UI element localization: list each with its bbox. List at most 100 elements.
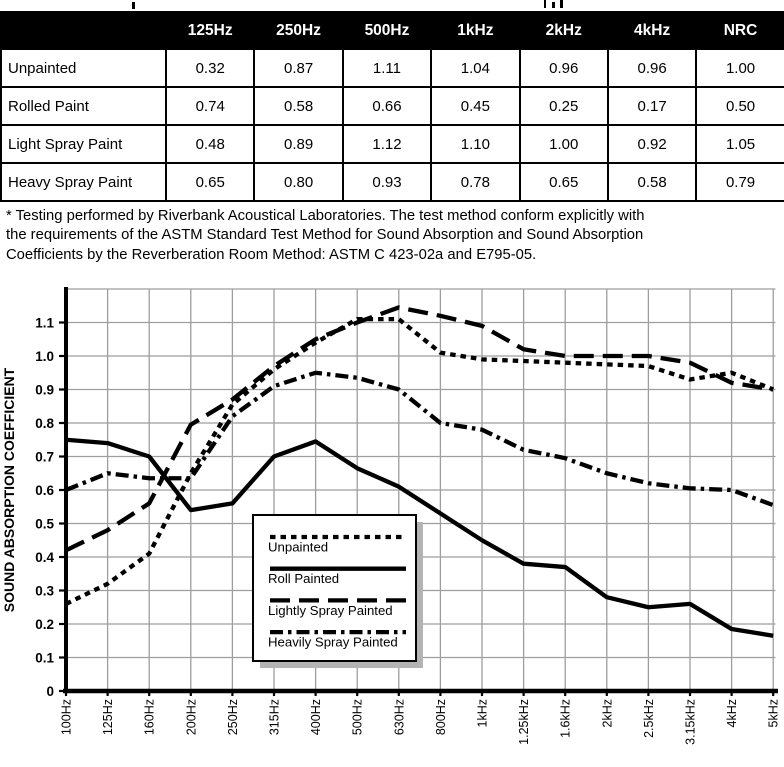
x-tick-label: 5kHz bbox=[767, 699, 781, 727]
footnote-line: * Testing performed by Riverbank Acousti… bbox=[6, 208, 645, 224]
cell-value: 0.89 bbox=[253, 124, 344, 164]
y-tick-label: 1.0 bbox=[35, 349, 54, 364]
y-tick-label: 0.1 bbox=[35, 651, 54, 666]
x-tick-label: 800Hz bbox=[434, 699, 448, 735]
cell-value: 0.48 bbox=[164, 124, 256, 164]
x-tick-label: 125Hz bbox=[101, 699, 115, 735]
cell-value: 0.92 bbox=[606, 124, 698, 164]
x-tick-label: 3.15kHz bbox=[684, 699, 698, 745]
x-tick-label: 315Hz bbox=[268, 699, 282, 735]
row-label: Unpainted bbox=[0, 48, 167, 88]
legend-label: Heavily Spray Painted bbox=[268, 635, 398, 650]
y-tick-label: 0.3 bbox=[35, 584, 54, 599]
table-row: Heavy Spray Paint 0.65 0.80 0.93 0.78 0.65 0.5… bbox=[0, 162, 784, 202]
y-axis-title: SOUND ABSORPTION COEFFICIENT bbox=[1, 367, 17, 612]
legend-label: Lightly Spray Painted bbox=[268, 603, 393, 618]
row-label: Light Spray Paint bbox=[0, 124, 167, 164]
y-tick-label: 0.5 bbox=[35, 517, 54, 532]
table-header-NRC: NRC bbox=[695, 11, 784, 50]
y-tick-label: 0.2 bbox=[35, 617, 54, 632]
cell-value: 1.11 bbox=[341, 48, 433, 88]
table-header-blank bbox=[0, 11, 167, 50]
x-tick-label: 4kHz bbox=[725, 699, 739, 727]
y-tick-label: 0.9 bbox=[35, 383, 54, 398]
cell-value: 1.04 bbox=[430, 48, 521, 88]
cell-value: 0.66 bbox=[341, 86, 433, 126]
legend-box bbox=[252, 514, 417, 662]
table-header-500Hz: 500Hz bbox=[341, 11, 433, 50]
cell-value: 1.12 bbox=[341, 124, 433, 164]
series-line-lightly-spray-painted bbox=[65, 305, 774, 553]
axis-ticks bbox=[59, 321, 775, 696]
x-tick-label: 1.25kHz bbox=[517, 699, 531, 745]
x-tick-label: 2kHz bbox=[600, 699, 614, 727]
cell-value: 1.00 bbox=[695, 48, 784, 88]
footnote: * Testing performed by Riverbank Acousti… bbox=[6, 207, 782, 265]
cell-value: 0.25 bbox=[518, 86, 609, 126]
x-tick-label: 630Hz bbox=[392, 699, 406, 735]
table-header-row: 125Hz 250Hz 500Hz 1kHz 2kHz 4kHz NRC bbox=[0, 11, 784, 50]
table-row: Rolled Paint 0.74 0.58 0.66 0.45 0.25 0.17 0.50 bbox=[0, 86, 784, 126]
cell-value: 0.96 bbox=[606, 48, 698, 88]
footnote-line: the requirements of the ASTM Standard Te… bbox=[6, 227, 644, 244]
series-line-roll-painted bbox=[65, 437, 774, 638]
table-header-125Hz: 125Hz bbox=[164, 11, 256, 50]
cell-value: 0.93 bbox=[341, 162, 433, 202]
x-tick-label: 100Hz bbox=[60, 699, 74, 735]
y-tick-label: 0.8 bbox=[35, 416, 54, 431]
clipped-title-fragment bbox=[552, 2, 555, 8]
absorption-table: 125Hz 250Hz 500Hz 1kHz 2kHz 4kHz NRC Unpainted… bbox=[0, 11, 784, 202]
clipped-title-fragment bbox=[560, 0, 563, 8]
cell-value: 0.45 bbox=[430, 86, 521, 126]
cell-value: 0.79 bbox=[695, 162, 784, 202]
table-header-1kHz: 1kHz bbox=[430, 11, 521, 50]
cell-value: 0.65 bbox=[164, 162, 256, 202]
y-tick-label: 0.7 bbox=[35, 450, 54, 465]
y-tick-label: 1.1 bbox=[35, 316, 54, 331]
cell-value: 0.17 bbox=[606, 86, 698, 126]
y-tick-label: 0.4 bbox=[35, 550, 54, 565]
x-tick-label: 2.5kHz bbox=[642, 699, 656, 738]
table-header-2kHz: 2kHz bbox=[518, 11, 609, 50]
cell-value: 0.80 bbox=[253, 162, 344, 202]
cell-value: 0.65 bbox=[518, 162, 609, 202]
y-tick-label: 0.6 bbox=[35, 483, 54, 498]
cell-value: 0.74 bbox=[164, 86, 256, 126]
legend-label: Roll Painted bbox=[268, 571, 339, 586]
table-row: Light Spray Paint 0.48 0.89 1.12 1.10 1.00 0.9… bbox=[0, 124, 784, 164]
cell-value: 0.78 bbox=[430, 162, 521, 202]
clipped-title-fragment bbox=[132, 2, 135, 9]
clipped-title-fragment bbox=[544, 0, 546, 8]
clipped-title-line bbox=[0, 0, 784, 10]
cell-value: 1.00 bbox=[518, 124, 609, 164]
x-tick-label: 500Hz bbox=[351, 699, 365, 735]
x-tick-label: 1kHz bbox=[476, 699, 490, 727]
cell-value: 0.58 bbox=[606, 162, 698, 202]
cell-value: 1.10 bbox=[430, 124, 521, 164]
cell-value: 0.58 bbox=[253, 86, 344, 126]
series-line-unpainted bbox=[65, 317, 775, 606]
y-tick-labels: 0 0.1 0.2 0.3 0.4 0.5 0.6 0.7 0.8 0.9 1.0 1.1 bbox=[35, 316, 54, 700]
table-header-4kHz: 4kHz bbox=[606, 11, 698, 50]
y-tick-label: 0 bbox=[46, 684, 54, 699]
cell-value: 1.05 bbox=[695, 124, 784, 164]
legend: Unpainted Roll Painted Lightly Spray Paint… bbox=[252, 514, 423, 668]
x-tick-label: 200Hz bbox=[184, 699, 198, 735]
table-row: Unpainted 0.32 0.87 1.11 1.04 0.96 0.96 1.00 bbox=[0, 48, 784, 88]
x-tick-labels: 100Hz 125Hz 160Hz 200Hz 250Hz 315Hz 400Hz 500Hz… bbox=[60, 699, 781, 745]
cell-value: 0.87 bbox=[253, 48, 344, 88]
footnote-line: Coefficients by the Reverberation Room M… bbox=[6, 246, 537, 263]
cell-value: 0.32 bbox=[164, 48, 256, 88]
cell-value: 0.96 bbox=[518, 48, 609, 88]
series-line-heavily-spray-painted bbox=[65, 370, 774, 508]
table-header-250Hz: 250Hz bbox=[253, 11, 344, 50]
x-tick-label: 250Hz bbox=[226, 699, 240, 735]
x-tick-label: 160Hz bbox=[143, 699, 157, 735]
x-tick-label: 400Hz bbox=[309, 699, 323, 735]
cell-value: 0.50 bbox=[695, 86, 784, 126]
row-label: Heavy Spray Paint bbox=[0, 162, 167, 202]
row-label: Rolled Paint bbox=[0, 86, 167, 126]
legend-label: Unpainted bbox=[268, 540, 328, 555]
x-tick-label: 1.6kHz bbox=[559, 699, 573, 738]
